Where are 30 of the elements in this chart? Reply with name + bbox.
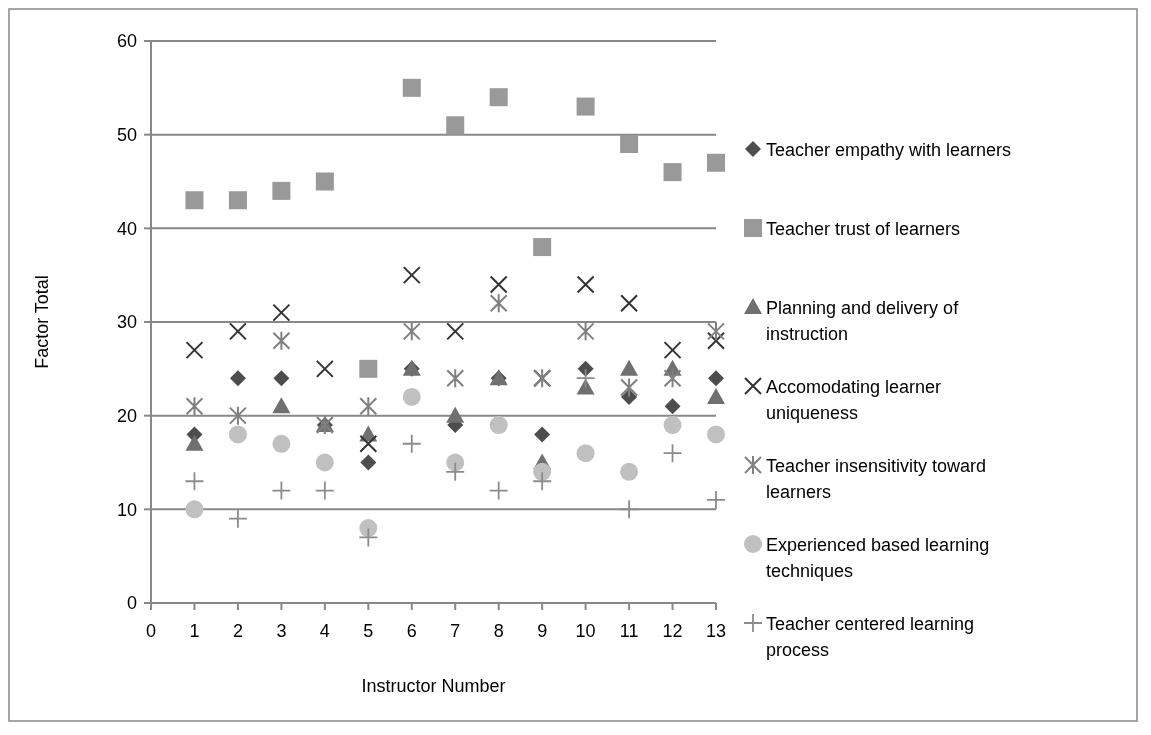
legend-label: Planning and delivery of instruction xyxy=(766,298,960,345)
x-tick-label: 8 xyxy=(493,621,504,641)
y-axis-title: Factor Total xyxy=(32,275,52,369)
y-tick-label: 60 xyxy=(116,31,137,52)
y-tick-label: 40 xyxy=(116,218,137,239)
legend-label: Teacher trust of learners xyxy=(766,219,961,240)
x-tick-label: 5 xyxy=(363,621,374,641)
x-tick-label: 7 xyxy=(450,621,461,641)
x-tick-label: 4 xyxy=(319,621,330,641)
x-tick-label: 12 xyxy=(662,621,683,641)
x-tick-label: 0 xyxy=(145,621,157,641)
x-tick-label: 2 xyxy=(232,621,243,641)
x-tick-label: 3 xyxy=(276,621,287,641)
y-tick-label: 30 xyxy=(116,312,137,333)
y-tick-label: 20 xyxy=(116,405,137,426)
legend-label: Experienced based learning techniques xyxy=(766,535,990,582)
x-tick-label: 11 xyxy=(619,621,639,641)
x-tick-label: 10 xyxy=(575,621,596,641)
legend-label: Teacher centered learning process xyxy=(766,614,975,661)
x-tick-label: 6 xyxy=(406,621,417,641)
x-tick-label: 13 xyxy=(705,621,727,641)
y-tick-label: 50 xyxy=(116,124,137,145)
x-axis-title: Instructor Number xyxy=(361,676,506,696)
y-tick-label: 0 xyxy=(126,593,137,614)
legend-label: Accomodating learner uniqueness xyxy=(766,377,942,424)
legend-label: Teacher empathy with learners xyxy=(766,140,1012,161)
x-tick-label: 1 xyxy=(189,621,200,641)
legend-label: Teacher insensitivity toward learners xyxy=(766,456,987,503)
x-tick-label: 9 xyxy=(537,621,548,641)
y-tick-label: 10 xyxy=(116,499,137,520)
